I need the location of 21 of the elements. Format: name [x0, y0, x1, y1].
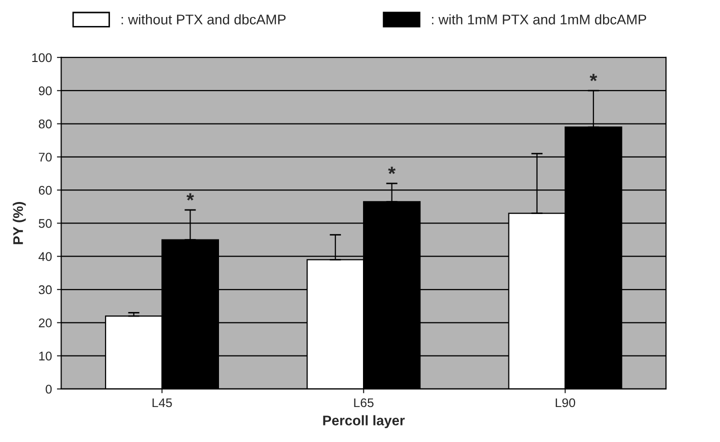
x-tick-label: L90: [556, 398, 576, 408]
x-tick-label: L45: [152, 398, 172, 408]
y-tick-label: 100: [32, 53, 52, 62]
annotation: *: [388, 166, 396, 174]
y-tick-label: 0: [46, 384, 52, 394]
y-tick-label: 60: [38, 186, 52, 195]
legend-label: : with 1mM PTX and 1mM dbcAMP: [432, 14, 646, 24]
y-tick-label: 10: [39, 352, 52, 360]
legend-label: : without PTX and dbcAMP: [122, 14, 286, 24]
annotation: *: [590, 74, 598, 82]
y-tick-label: 40: [38, 252, 52, 262]
y-tick-label: 70: [38, 152, 52, 162]
y-tick-label: 20: [38, 318, 52, 328]
x-axis-title: Percoll layer: [323, 415, 405, 428]
y-axis-title: PY (%): [12, 202, 26, 244]
y-tick-label: 80: [38, 120, 52, 128]
y-tick-label: 30: [38, 285, 52, 294]
annotation: *: [186, 193, 194, 200]
y-tick-label: 50: [38, 219, 52, 228]
y-tick-label: 90: [38, 86, 52, 96]
x-tick-label: L65: [354, 398, 374, 408]
